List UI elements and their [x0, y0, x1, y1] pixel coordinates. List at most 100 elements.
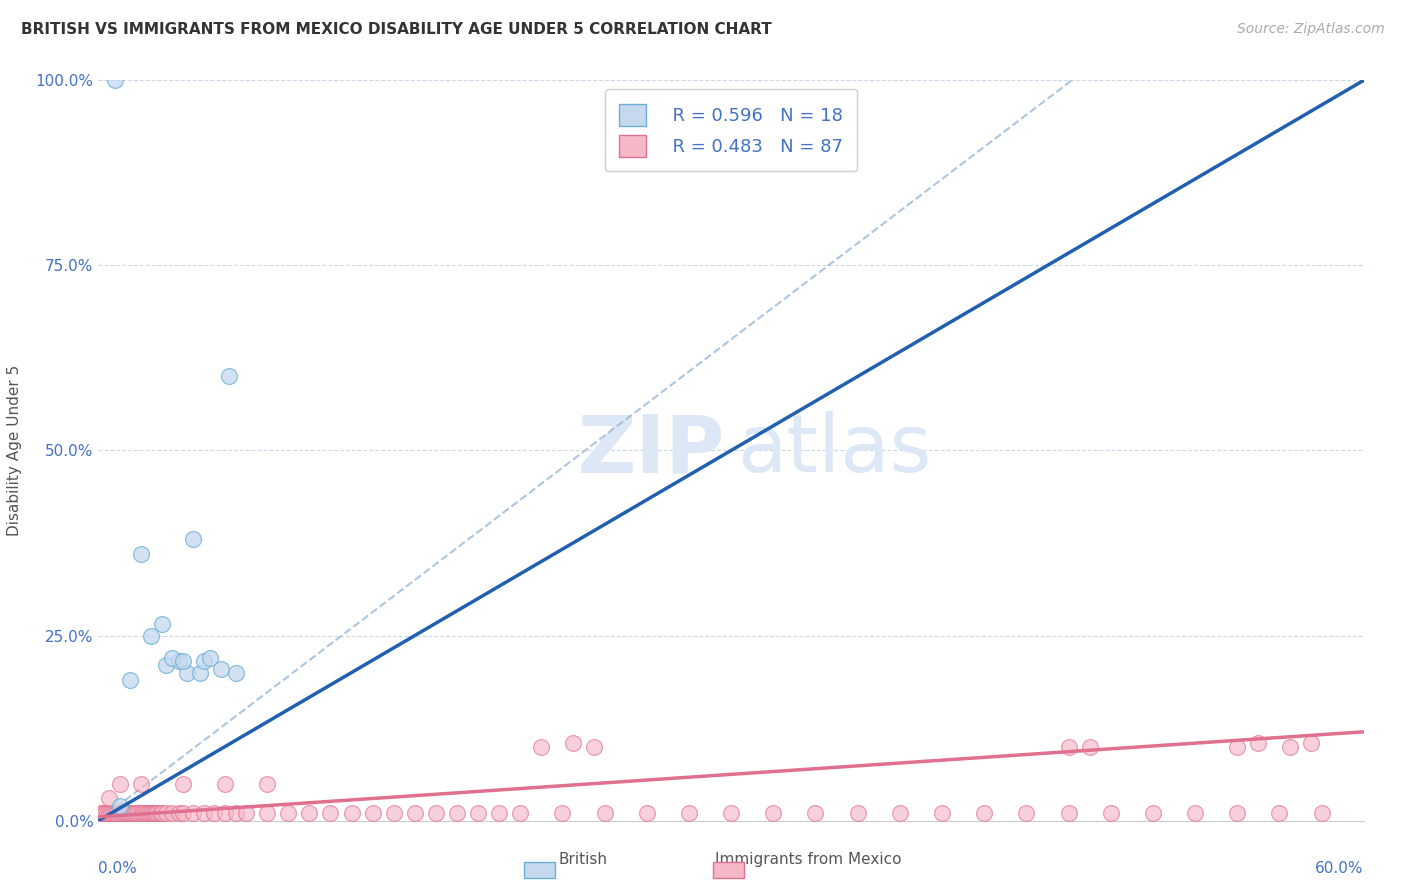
- Text: 60.0%: 60.0%: [1316, 862, 1364, 876]
- Point: [188, 665, 211, 680]
- Point: [183, 533, 205, 547]
- Point: [104, 73, 127, 87]
- Point: [129, 776, 152, 791]
- Point: [636, 806, 658, 821]
- Point: [256, 806, 278, 821]
- Point: [128, 806, 150, 821]
- Point: [134, 806, 156, 821]
- Point: [108, 806, 131, 821]
- Point: [112, 806, 135, 821]
- Point: [124, 806, 146, 821]
- Point: [720, 806, 742, 821]
- Point: [100, 806, 122, 821]
- Point: [214, 776, 236, 791]
- Point: [846, 806, 869, 821]
- Point: [155, 806, 177, 821]
- Point: [1268, 806, 1291, 821]
- Point: [149, 806, 172, 821]
- Point: [93, 806, 117, 821]
- Point: [931, 806, 953, 821]
- Point: [120, 806, 141, 821]
- Point: [298, 806, 321, 821]
- Point: [120, 673, 141, 687]
- Point: [138, 806, 160, 821]
- Point: [889, 806, 911, 821]
- Point: [141, 628, 163, 642]
- Text: atlas: atlas: [737, 411, 932, 490]
- Point: [561, 736, 585, 750]
- Point: [1015, 806, 1038, 821]
- Point: [167, 655, 190, 669]
- Point: [108, 798, 131, 813]
- Point: [404, 806, 426, 821]
- Point: [98, 791, 121, 805]
- Point: [129, 547, 152, 561]
- Point: [973, 806, 995, 821]
- Point: [107, 806, 129, 821]
- Point: [132, 806, 155, 821]
- Text: Source: ZipAtlas.com: Source: ZipAtlas.com: [1237, 22, 1385, 37]
- Point: [136, 806, 159, 821]
- Point: [104, 806, 127, 821]
- Point: [98, 806, 121, 821]
- Point: [218, 369, 240, 384]
- Point: [1057, 806, 1080, 821]
- Point: [1057, 739, 1080, 754]
- Point: [1247, 736, 1270, 750]
- Point: [509, 806, 531, 821]
- Text: British: British: [560, 852, 607, 867]
- Point: [551, 806, 574, 821]
- Point: [155, 658, 177, 673]
- Point: [1142, 806, 1164, 821]
- Point: [582, 739, 605, 754]
- Point: [1279, 739, 1302, 754]
- Point: [804, 806, 827, 821]
- Point: [150, 617, 173, 632]
- Point: [1226, 806, 1249, 821]
- Point: [225, 806, 247, 821]
- Point: [91, 806, 114, 821]
- Point: [150, 806, 173, 821]
- Point: [1099, 806, 1122, 821]
- Point: [488, 806, 510, 821]
- Point: [142, 806, 165, 821]
- Point: [115, 806, 138, 821]
- Text: ZIP: ZIP: [578, 411, 725, 490]
- Point: [762, 806, 785, 821]
- Point: [162, 650, 183, 665]
- Point: [235, 806, 257, 821]
- Text: 0.0%: 0.0%: [98, 862, 138, 876]
- Point: [593, 806, 616, 821]
- Point: [446, 806, 468, 821]
- Point: [361, 806, 384, 821]
- Point: [108, 776, 131, 791]
- Point: [1310, 806, 1333, 821]
- Point: [1184, 806, 1206, 821]
- Point: [467, 806, 489, 821]
- Text: BRITISH VS IMMIGRANTS FROM MEXICO DISABILITY AGE UNDER 5 CORRELATION CHART: BRITISH VS IMMIGRANTS FROM MEXICO DISABI…: [21, 22, 772, 37]
- Point: [167, 806, 190, 821]
- Point: [277, 806, 299, 821]
- Point: [117, 806, 139, 821]
- Point: [209, 662, 232, 676]
- Point: [202, 806, 225, 821]
- Point: [111, 806, 132, 821]
- Legend:   R = 0.596   N = 18,   R = 0.483   N = 87: R = 0.596 N = 18, R = 0.483 N = 87: [605, 89, 858, 171]
- Point: [678, 806, 700, 821]
- Point: [141, 806, 163, 821]
- Point: [146, 806, 169, 821]
- Text: Immigrants from Mexico: Immigrants from Mexico: [716, 852, 901, 867]
- Point: [1299, 736, 1322, 750]
- Point: [96, 806, 118, 821]
- Point: [183, 806, 205, 821]
- Point: [1226, 739, 1249, 754]
- Point: [121, 806, 143, 821]
- Point: [425, 806, 447, 821]
- Point: [319, 806, 342, 821]
- Point: [172, 806, 194, 821]
- Point: [256, 776, 278, 791]
- Point: [193, 655, 215, 669]
- Y-axis label: Disability Age Under 5: Disability Age Under 5: [7, 365, 21, 536]
- Point: [530, 739, 553, 754]
- Point: [340, 806, 363, 821]
